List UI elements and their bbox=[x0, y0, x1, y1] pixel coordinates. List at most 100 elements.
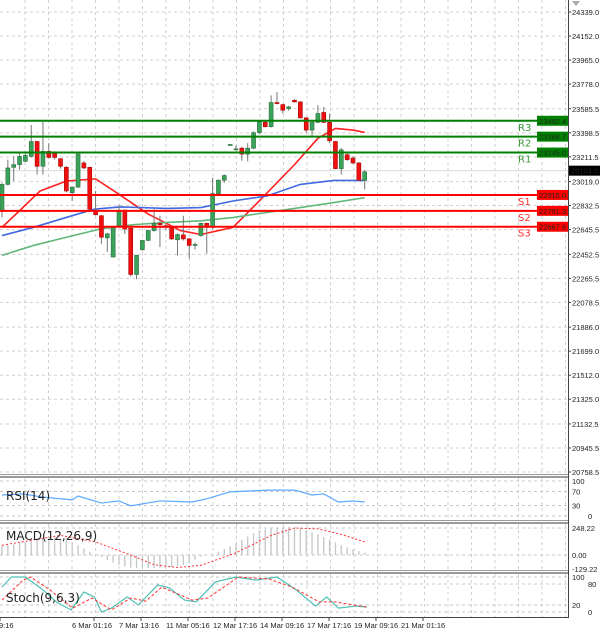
level-price-label: 22667.6 bbox=[539, 223, 566, 232]
candle-bullish bbox=[40, 151, 46, 167]
time-tick-label: 7 Mar 13:16 bbox=[119, 621, 159, 630]
price-tick-label: 23965.0 bbox=[572, 56, 599, 65]
macd-label: MACD(12,26,9) bbox=[6, 529, 97, 543]
candle-bullish bbox=[23, 155, 28, 162]
rsi-line bbox=[1, 489, 365, 507]
candle-bullish bbox=[268, 102, 274, 128]
moving-average-line-3 bbox=[1, 196, 365, 257]
candle-bearish bbox=[262, 122, 268, 128]
candle-bearish bbox=[64, 167, 69, 192]
candle-bullish bbox=[338, 149, 344, 169]
indicator-tick-label: 248.22 bbox=[572, 524, 595, 533]
price-tick-label: 23585.5 bbox=[572, 105, 599, 114]
price-axis: 24339.0 24152.0 23965.0 23778.0 23585.5 23398… bbox=[568, 8, 600, 617]
stoch-signal-line bbox=[1, 576, 368, 611]
candle-bullish bbox=[5, 167, 11, 185]
candle-bearish bbox=[34, 141, 40, 167]
candle-bearish bbox=[157, 223, 163, 225]
candle-bearish bbox=[292, 99, 297, 103]
candle-bullish bbox=[227, 144, 233, 146]
candle-bullish bbox=[251, 132, 256, 149]
candle-bullish bbox=[69, 186, 75, 193]
level-name-s3: S3 bbox=[518, 229, 531, 240]
current-price-label: 23104.0 bbox=[571, 167, 598, 176]
indicator-tick-label: -129.22 bbox=[572, 565, 597, 574]
candle-bullish bbox=[11, 164, 16, 168]
candle-bearish bbox=[239, 147, 245, 155]
candles bbox=[0, 92, 368, 280]
candle-bullish bbox=[257, 121, 262, 133]
level-price-badge-r1 bbox=[537, 147, 568, 158]
candle-bullish bbox=[315, 113, 321, 123]
level-price-label: 23492.4 bbox=[539, 117, 566, 126]
price-tick-label: 23398.5 bbox=[572, 129, 599, 138]
indicator-tick-label: 30 bbox=[572, 502, 580, 511]
price-tick-label: 22832.5 bbox=[572, 202, 599, 211]
candle-bearish bbox=[186, 238, 192, 246]
candle-bullish bbox=[134, 255, 139, 275]
candle-bearish bbox=[181, 234, 186, 240]
level-price-label: 23245.0 bbox=[539, 149, 566, 158]
price-tick-label: 23211.5 bbox=[572, 153, 599, 162]
level-price-badge-s2 bbox=[537, 205, 568, 216]
price-tick-label: 22452.5 bbox=[572, 250, 599, 259]
price-tick-label: 22645.5 bbox=[572, 226, 599, 235]
candle-bullish bbox=[309, 122, 315, 131]
candle-bullish bbox=[75, 153, 81, 188]
price-tick-label: 21512.0 bbox=[572, 371, 599, 380]
level-name-r1: R1 bbox=[518, 155, 531, 166]
moving-average-line-2 bbox=[1, 179, 365, 237]
level-price-badge-s3 bbox=[537, 221, 568, 232]
candle-bullish bbox=[110, 227, 116, 258]
candle-bullish bbox=[245, 147, 250, 155]
moving-average-line-1 bbox=[1, 127, 365, 236]
level-name-r3: R3 bbox=[518, 123, 531, 134]
time-tick-label: 14 Mar 09:16 bbox=[260, 621, 304, 630]
candle-bullish bbox=[216, 179, 221, 194]
support-resistance-levels: R3 23492.4 R2 23368.7 R1 23245.0 S1 22915.0 S2 22… bbox=[0, 115, 568, 240]
candle-bullish bbox=[0, 184, 5, 212]
price-tick-label: 23019.0 bbox=[572, 178, 599, 187]
level-price-label: 22791.3 bbox=[539, 207, 566, 216]
candle-bearish bbox=[356, 162, 362, 181]
indicator-tick-label: 0.00 bbox=[572, 551, 587, 560]
candle-bearish bbox=[81, 162, 87, 169]
price-tick-label: 20758.5 bbox=[572, 468, 599, 477]
candle-bearish bbox=[321, 112, 327, 123]
candle-bearish bbox=[46, 151, 52, 158]
candle-bullish bbox=[222, 175, 227, 181]
candle-bullish bbox=[362, 171, 368, 181]
price-tick-label: 22265.5 bbox=[572, 274, 599, 283]
candle-bearish bbox=[344, 154, 350, 160]
time-tick-label: 21 Mar 01:16 bbox=[401, 621, 445, 630]
level-price-badge-s1 bbox=[537, 189, 568, 200]
indicator-tick-label: 0 bbox=[588, 608, 592, 617]
candle-bearish bbox=[298, 101, 303, 119]
price-tick-label: 24339.0 bbox=[572, 8, 599, 17]
candle-bullish bbox=[17, 156, 22, 165]
candle-bearish bbox=[333, 141, 338, 169]
indicator-tick-label: 0 bbox=[588, 512, 592, 521]
price-tick-label: 21699.0 bbox=[572, 347, 599, 356]
price-tick-label: 21886.0 bbox=[572, 323, 599, 332]
level-name-r2: R2 bbox=[518, 139, 531, 150]
level-price-label: 23368.7 bbox=[539, 133, 566, 142]
level-price-badge-r3 bbox=[537, 115, 568, 126]
stoch-label: Stoch(9,6,3) bbox=[6, 591, 80, 605]
moving-averages bbox=[1, 127, 365, 257]
indicator-tick-label: 80 bbox=[588, 580, 596, 589]
time-tick-label: 11 Mar 05:16 bbox=[166, 621, 210, 630]
price-tick-label: 22078.5 bbox=[572, 298, 599, 307]
candle-bullish bbox=[105, 233, 110, 239]
level-price-badge-r2 bbox=[537, 131, 568, 142]
candle-bullish bbox=[192, 244, 198, 246]
candle-bearish bbox=[58, 158, 63, 167]
level-name-s2: S2 bbox=[518, 213, 531, 224]
price-tick-label: 20945.5 bbox=[572, 444, 599, 453]
indicator-tick-label: 20 bbox=[572, 601, 580, 610]
indicator-tick-label: 70 bbox=[572, 488, 580, 497]
level-price-label: 22915.0 bbox=[539, 191, 566, 200]
candle-bearish bbox=[350, 157, 356, 164]
